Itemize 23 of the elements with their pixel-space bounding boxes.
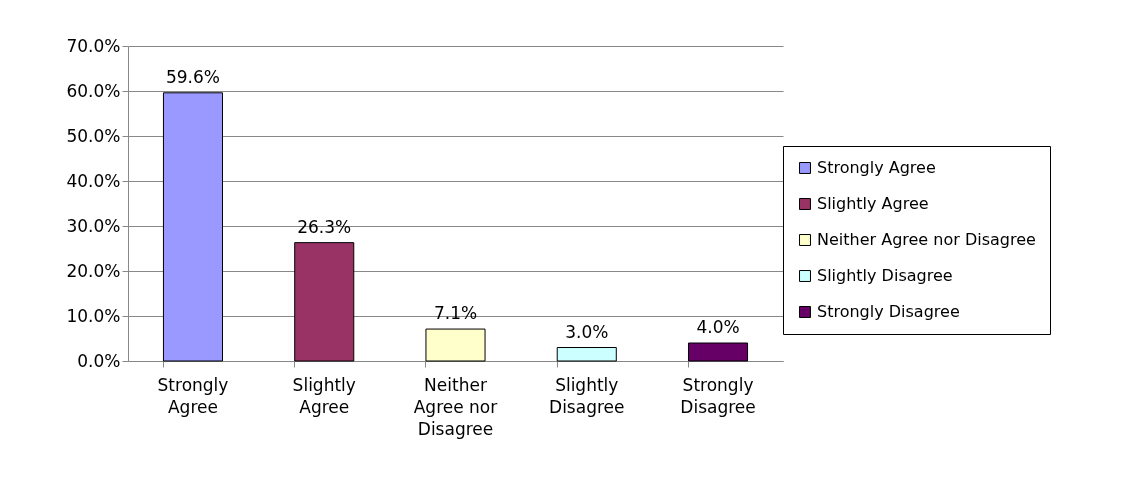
legend-label: Neither Agree nor Disagree xyxy=(817,230,1036,249)
legend-label: Slightly Disagree xyxy=(817,266,953,285)
x-tick-label: Slightly Disagree xyxy=(549,374,625,417)
legend-label: Strongly Disagree xyxy=(817,302,960,321)
x-tick-label: Strongly Agree xyxy=(157,374,229,417)
legend-label: Slightly Agree xyxy=(817,194,929,213)
y-tick-label: 50.0% xyxy=(66,125,121,146)
data-label: 7.1% xyxy=(433,303,478,324)
legend-label: Strongly Agree xyxy=(817,158,936,177)
y-tick-label: 10.0% xyxy=(66,305,121,326)
x-tick-label: Strongly Disagree xyxy=(680,374,756,417)
y-tick-label: 30.0% xyxy=(66,215,121,236)
y-tick-label: 0.0% xyxy=(77,350,121,371)
y-tick-label: 40.0% xyxy=(66,170,121,191)
x-tick-label: Neither Agree nor Disagree xyxy=(413,374,498,439)
y-tick-label: 20.0% xyxy=(66,260,121,281)
data-label: 3.0% xyxy=(565,321,609,342)
data-label: 26.3% xyxy=(297,216,352,237)
data-label: 4.0% xyxy=(696,317,740,337)
y-tick-label: 70.0% xyxy=(66,35,121,56)
x-tick-label: Slightly Agree xyxy=(292,374,356,417)
y-tick-label: 60.0% xyxy=(66,80,121,101)
data-label: 59.6% xyxy=(165,66,220,87)
